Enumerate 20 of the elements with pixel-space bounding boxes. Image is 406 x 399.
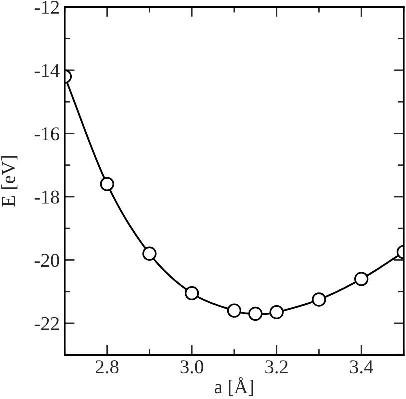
point xyxy=(354,272,369,286)
x-axis-title: a [Å] xyxy=(214,377,254,396)
x-tick-label: 3.0 xyxy=(180,360,204,374)
x-tick-label: 3.4 xyxy=(350,360,374,374)
point xyxy=(270,305,284,320)
point xyxy=(312,292,326,307)
x-tick-label: 2.8 xyxy=(96,360,119,374)
y-tick-label: -16 xyxy=(34,128,60,141)
x-tick-label: 3.2 xyxy=(266,360,288,374)
point xyxy=(248,306,263,322)
y-tick-label: -18 xyxy=(34,190,60,204)
y-tick-label: -22 xyxy=(34,317,60,330)
y-tick-label: -14 xyxy=(34,64,60,78)
point xyxy=(185,286,200,301)
point xyxy=(227,304,242,318)
y-tick-label: -20 xyxy=(34,254,60,268)
point xyxy=(142,246,157,261)
y-axis-title: E [eV] xyxy=(2,156,18,207)
point xyxy=(100,177,114,192)
y-tick-label: -12 xyxy=(34,1,60,14)
